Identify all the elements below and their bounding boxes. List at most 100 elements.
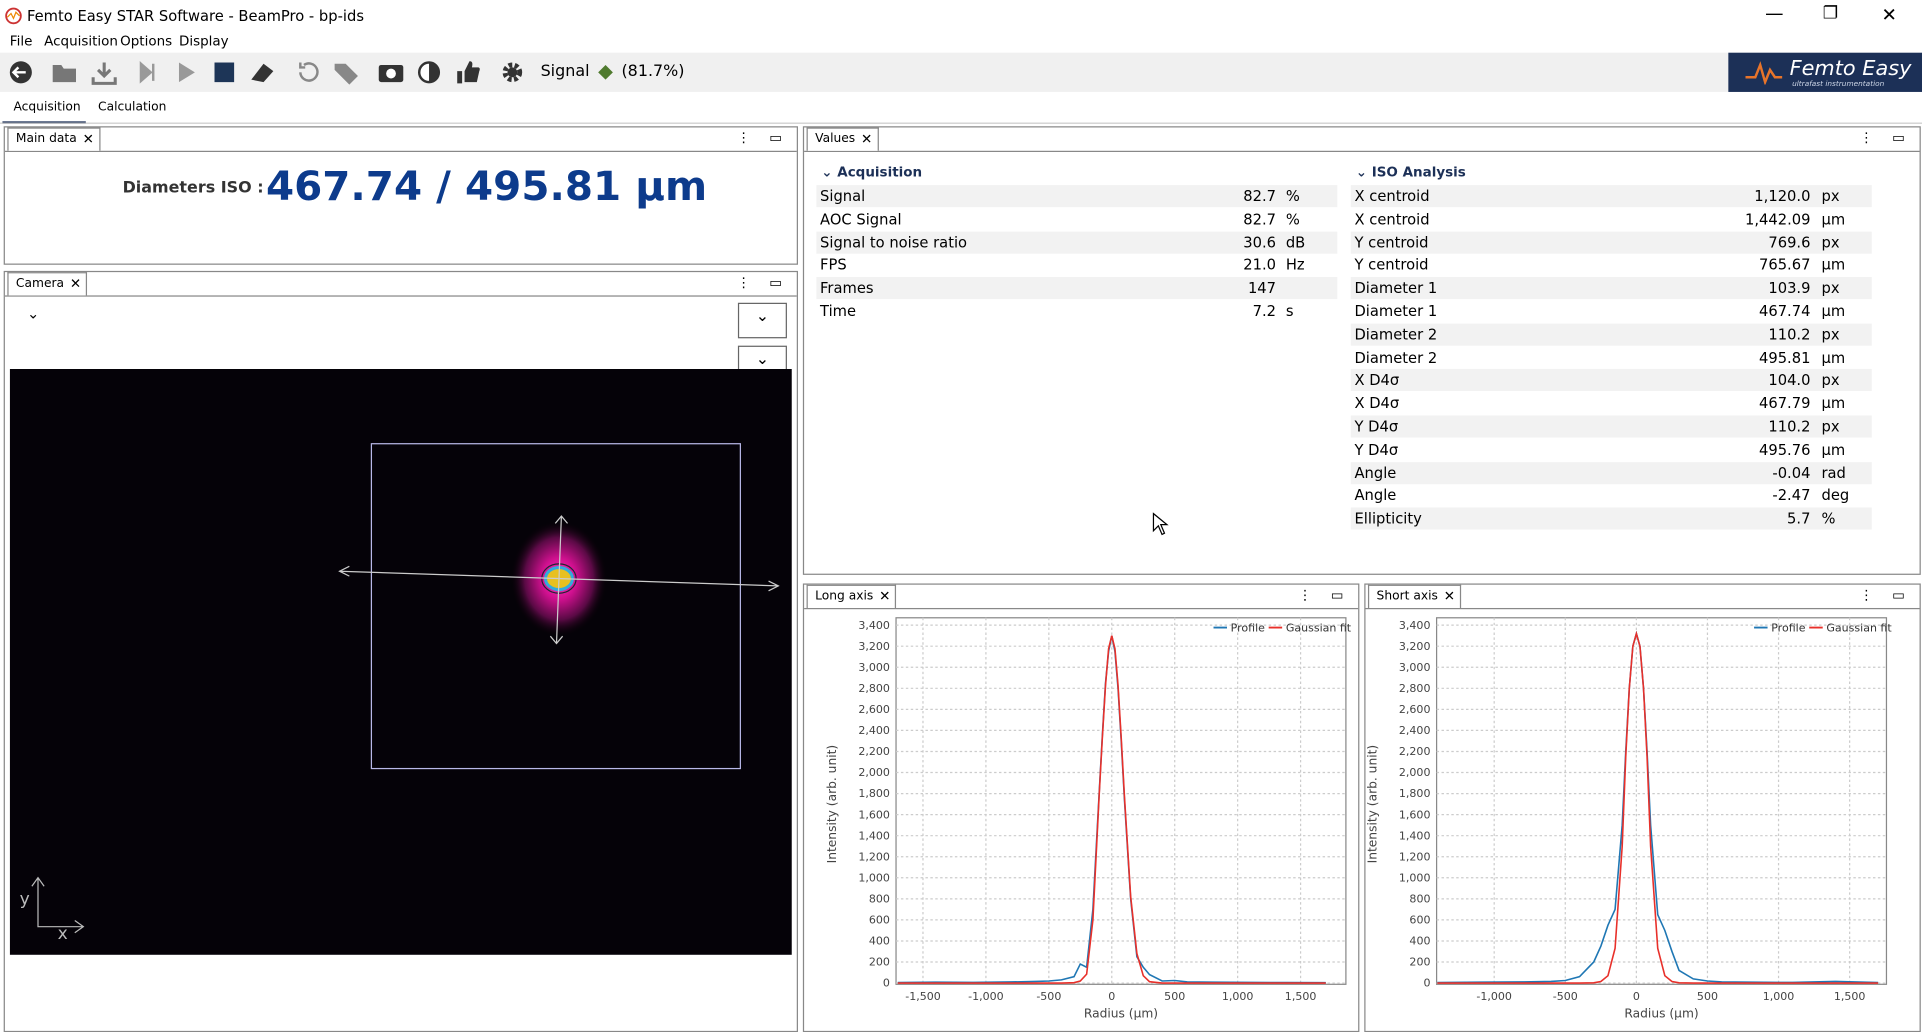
row-unit: rad — [1821, 464, 1846, 482]
back-button[interactable] — [9, 61, 32, 84]
panel-tab[interactable]: Long axis ✕ — [806, 584, 897, 608]
row-name: Y centroid — [1354, 256, 1429, 274]
y-tick-label: 2,800 — [858, 682, 890, 695]
panel-tab[interactable]: Main data ✕ — [7, 127, 100, 151]
y-tick-label: 800 — [869, 893, 890, 906]
section-title[interactable]: ⌄ Acquisition — [821, 164, 923, 181]
x-tick-label: -500 — [1036, 990, 1061, 1003]
row-value: 1,442.09 — [1744, 210, 1811, 228]
stop-button[interactable] — [214, 62, 235, 83]
panel-tab-label: Short axis — [1376, 589, 1438, 604]
row-value: 769.6 — [1768, 233, 1811, 251]
menu-item[interactable]: File — [9, 33, 33, 50]
row-value: 103.9 — [1768, 279, 1811, 297]
row-background — [1350, 369, 1872, 392]
row-value: 21.0 — [1243, 256, 1277, 274]
logo-tagline: ultrafast instrumentation — [1792, 79, 1885, 89]
section-title-text: Acquisition — [837, 164, 923, 181]
row-value: 495.76 — [1758, 441, 1811, 459]
app-icon — [5, 7, 22, 25]
open-button[interactable] — [52, 64, 76, 83]
main-tab[interactable]: Calculation — [98, 100, 167, 114]
row-unit: deg — [1821, 487, 1850, 505]
x-axis-title: Radius (µm) — [1624, 1006, 1698, 1020]
legend-label: Profile — [1771, 621, 1805, 634]
short-axis-panel: ⋮ ▭ Short axis ✕ 0 200 400 600 800 1,000 1,200 1… — [1364, 583, 1921, 1032]
save-button[interactable] — [91, 62, 117, 85]
section-title[interactable]: ⌄ ISO Analysis — [1355, 164, 1466, 181]
y-tick-label: 1,400 — [1399, 829, 1431, 842]
axis-y-label: y — [19, 889, 30, 910]
panel-tab-label: Values — [815, 132, 856, 146]
reset-button[interactable] — [299, 62, 319, 82]
camera-panel: ⋮ ▭ Camera ✕ ⌄ ⌄ ⌄ y x — [3, 270, 798, 1032]
row-value: -2.47 — [1772, 487, 1811, 505]
y-tick-label: 0 — [883, 977, 890, 990]
erase-button[interactable] — [251, 63, 274, 83]
row-name: Signal to noise ratio — [820, 233, 968, 251]
row-value: 467.79 — [1758, 394, 1811, 413]
row-name: Diameter 2 — [1354, 348, 1438, 367]
close-button[interactable]: ✕ — [1881, 3, 1897, 26]
y-tick-label: 3,000 — [1399, 661, 1431, 674]
y-tick-label: 1,200 — [858, 850, 890, 863]
row-name: X centroid — [1354, 187, 1430, 205]
diameters-value: 467.74 / 495.81 µm — [265, 161, 708, 210]
main-tab[interactable]: Acquisition — [13, 100, 81, 114]
row-unit: px — [1821, 371, 1840, 390]
row-name: Y centroid — [1354, 233, 1429, 251]
tag-button[interactable] — [334, 63, 358, 85]
restore-button[interactable]: ❐ — [1822, 3, 1839, 24]
signal-value: (81.7%) — [621, 62, 685, 81]
orientation-axes — [31, 876, 85, 934]
row-name: FPS — [820, 256, 847, 274]
row-value: 82.7 — [1243, 187, 1277, 205]
menu-item[interactable]: Options — [120, 33, 173, 50]
row-name: X centroid — [1354, 210, 1430, 228]
panel-tab-label: Long axis — [815, 589, 874, 604]
row-value: 110.2 — [1768, 417, 1811, 436]
y-tick-label: 1,800 — [1399, 787, 1431, 800]
y-tick-label: 1,600 — [1399, 808, 1431, 821]
row-background — [816, 277, 1338, 300]
menu-item[interactable]: Acquisition — [44, 33, 118, 50]
y-tick-label: 2,400 — [1399, 724, 1431, 737]
row-value: 30.6 — [1243, 233, 1277, 251]
x-tick-label: 0 — [1108, 990, 1115, 1003]
panel-tab[interactable]: Camera ✕ — [7, 272, 88, 296]
snapshot-button[interactable] — [378, 64, 404, 83]
settings-button[interactable] — [502, 62, 523, 83]
play-button[interactable] — [178, 62, 195, 83]
row-unit: µm — [1821, 210, 1846, 228]
x-tick-label: 500 — [1164, 990, 1185, 1003]
step-button[interactable] — [139, 61, 155, 84]
y-tick-label: 2,200 — [858, 745, 890, 758]
legend-label: Gaussian fit — [1286, 621, 1352, 634]
panel-tab[interactable]: Short axis ✕ — [1367, 584, 1462, 608]
minimize-button[interactable]: — — [1765, 2, 1784, 25]
row-name: Y D4σ — [1354, 417, 1399, 436]
menu-item[interactable]: Display — [178, 33, 229, 50]
toolbar-icons — [9, 61, 523, 85]
y-tick-label: 3,400 — [1399, 619, 1431, 632]
contrast-button[interactable] — [417, 61, 441, 84]
panel-tab[interactable]: Values ✕ — [806, 127, 879, 151]
row-value: 7.2 — [1252, 302, 1277, 320]
y-axis-title: Intensity (arb. unit) — [825, 745, 839, 864]
dropdown[interactable]: ⌄ — [737, 302, 787, 339]
collapse-toggle[interactable]: ⌄ — [26, 305, 40, 323]
row-value: 495.81 — [1758, 348, 1811, 367]
like-button[interactable] — [457, 61, 480, 84]
row-value: -0.04 — [1772, 464, 1811, 482]
y-tick-label: 600 — [869, 914, 890, 927]
row-name: X D4σ — [1354, 394, 1400, 413]
y-tick-label: 3,000 — [858, 661, 890, 674]
row-value: 104.0 — [1768, 371, 1811, 390]
y-tick-label: 2,600 — [1399, 703, 1431, 716]
series-line — [897, 635, 1326, 984]
x-axis-title: Radius (µm) — [1084, 1006, 1158, 1020]
y-tick-label: 1,000 — [858, 871, 890, 884]
y-tick-label: 2,400 — [858, 724, 890, 737]
row-value: 147 — [1247, 279, 1277, 297]
